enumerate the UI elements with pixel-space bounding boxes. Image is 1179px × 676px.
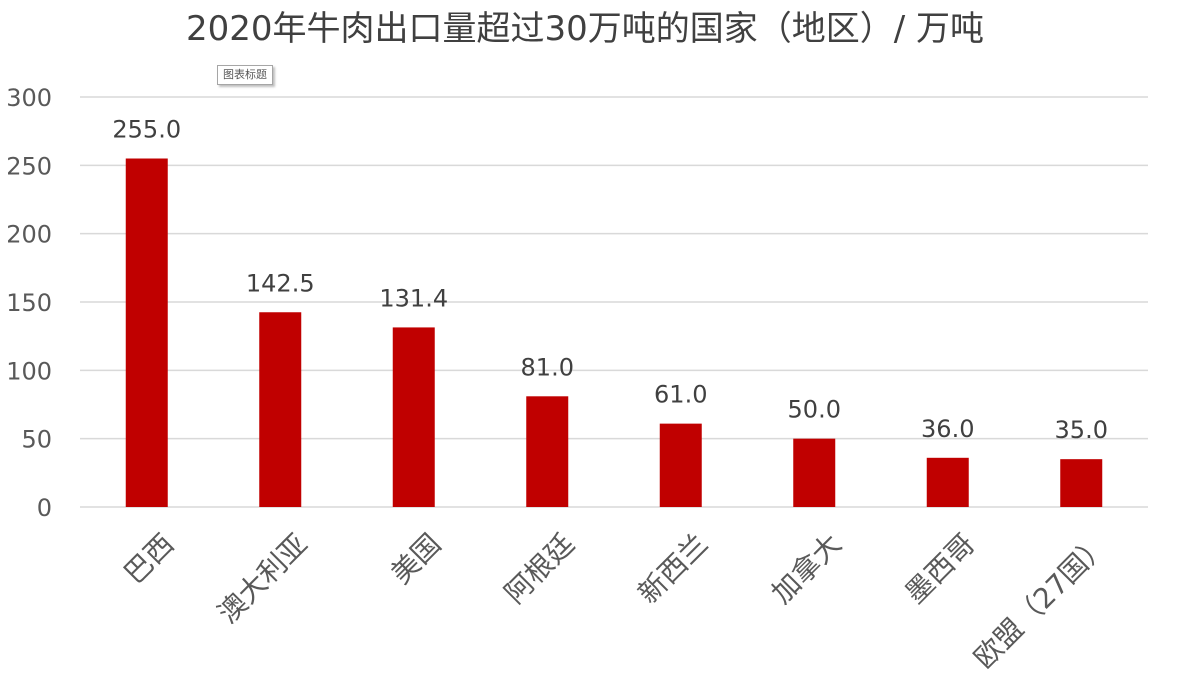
y-tick-label: 0 — [37, 494, 52, 522]
chart-title: 2020年牛肉出口量超过30万吨的国家（地区）/ 万吨 — [186, 9, 984, 49]
y-axis-ticks: 0 50 100 150 200 250 300 — [6, 84, 52, 522]
data-label: 35.0 — [1055, 416, 1108, 444]
bar — [1060, 459, 1103, 507]
x-category-label: 加拿大 — [765, 527, 848, 610]
chart-title-tooltip: 图表标题 — [217, 65, 273, 85]
bar — [526, 396, 569, 507]
y-tick-label: 200 — [6, 221, 52, 249]
bar — [392, 327, 435, 507]
y-tick-label: 100 — [6, 357, 52, 385]
bar — [793, 438, 836, 507]
data-label: 81.0 — [521, 353, 574, 381]
data-label: 50.0 — [788, 396, 841, 424]
bar — [125, 158, 168, 507]
data-label: 142.5 — [246, 269, 315, 297]
x-category-label: 巴西 — [117, 527, 180, 590]
x-category-label: 墨西哥 — [899, 527, 982, 610]
y-tick-label: 150 — [6, 289, 52, 317]
x-category-label: 美国 — [384, 527, 447, 590]
bar — [259, 312, 302, 507]
x-category-label: 新西兰 — [632, 527, 715, 610]
y-tick-label: 250 — [6, 152, 52, 180]
gridlines — [80, 96, 1148, 508]
y-tick-label: 300 — [6, 84, 52, 112]
y-tick-label: 50 — [21, 426, 52, 454]
data-label: 61.0 — [654, 381, 707, 409]
data-labels: 255.0 142.5 131.4 81.0 61.0 50.0 36.0 35.0 — [112, 116, 1108, 445]
data-label: 36.0 — [921, 415, 974, 443]
x-category-label: 阿根廷 — [498, 527, 581, 610]
x-category-label: 澳大利亚 — [211, 527, 314, 630]
data-label: 255.0 — [112, 116, 181, 144]
bars — [125, 158, 1103, 507]
data-label: 131.4 — [379, 284, 448, 312]
bar — [659, 423, 702, 507]
x-category-label: 欧盟（27国） — [967, 527, 1115, 675]
bar — [926, 457, 969, 507]
